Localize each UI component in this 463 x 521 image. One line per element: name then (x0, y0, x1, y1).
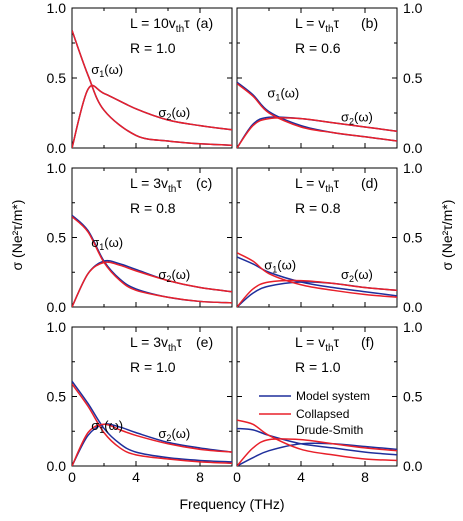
y-tick-label: 0.5 (47, 230, 67, 246)
y-tick-label: 1.0 (47, 319, 67, 335)
y-axis-label-right: σ (Ne²τ/m*) (439, 200, 455, 271)
drude-smith-sigma1-line (237, 419, 397, 462)
panel-label: (e) (196, 334, 213, 350)
y-tick-label: 0.0 (403, 458, 423, 474)
y-tick-label: 0.5 (47, 70, 67, 86)
y-tick-label: 0.0 (47, 299, 67, 315)
x-tick-label: 4 (297, 469, 305, 485)
panel-label: (a) (196, 15, 213, 31)
plot-area (72, 30, 232, 148)
model-sigma1-line (237, 256, 397, 297)
panel-d: 0.0 0.5 1.0 L = vthτ R = 0.8 (d) σ1(ω) σ2(ω) (236, 160, 423, 315)
plot-area (72, 380, 232, 466)
model-sigma2-line (237, 442, 397, 466)
drude-smith-sigma2-line (72, 84, 232, 148)
drude-smith-sigma1-line (72, 383, 232, 464)
y-axis-label-left: σ (Ne²τ/m*) (9, 200, 25, 271)
sigma1-label: σ1(ω) (264, 257, 296, 274)
reflectivity-annotation: R = 0.6 (295, 40, 341, 56)
model-sigma2-line (72, 423, 232, 466)
reflectivity-annotation: R = 0.8 (295, 200, 341, 216)
y-tick-label: 0.0 (403, 140, 423, 156)
panel-e: 0.0 0.5 1.0 0 4 8 L = 3vthτ R = 1.0 (e) σ1(ω) σ2(ω… (47, 319, 233, 485)
model-sigma2-line (237, 116, 397, 148)
y-tick-label: 1.0 (403, 0, 423, 16)
panel-label: (b) (361, 15, 378, 31)
plot-area (237, 419, 397, 466)
length-annotation: L = 3vthτ (130, 175, 182, 195)
plot-area (237, 252, 397, 307)
x-tick-label: 0 (68, 469, 76, 485)
x-tick-label: 4 (132, 469, 140, 485)
y-tick-label: 1.0 (403, 160, 423, 176)
plot-area (237, 81, 397, 148)
reflectivity-annotation: R = 1.0 (295, 359, 341, 375)
length-annotation: L = vthτ (295, 175, 340, 195)
drude-smith-sigma2-line (237, 279, 397, 307)
model-sigma2-line (72, 259, 232, 307)
length-annotation: L = 3vthτ (130, 334, 182, 354)
length-annotation: L = vthτ (295, 15, 340, 35)
panel-a: 0.0 0.5 1.0 L = 10vthτ R = 1.0 (a) σ1(ω) σ2(ω) (47, 0, 233, 156)
x-tick-label: 0 (233, 469, 241, 485)
drude-smith-sigma2-line (237, 438, 397, 466)
y-tick-label: 0.5 (47, 389, 67, 405)
legend-label-collapsed: Collapsed (296, 407, 349, 421)
y-tick-label: 0.5 (403, 389, 423, 405)
y-tick-label: 0.5 (403, 70, 423, 86)
model-sigma1-line (72, 214, 232, 304)
x-axis-label: Frequency (THz) (179, 496, 284, 512)
sigma1-label: σ1(ω) (267, 86, 299, 103)
y-tick-label: 1.0 (403, 319, 423, 335)
drude-smith-sigma1-line (72, 30, 232, 146)
length-annotation: L = 10vthτ (130, 15, 190, 35)
reflectivity-annotation: R = 0.8 (130, 200, 176, 216)
panel-label: (f) (361, 334, 374, 350)
legend-label-model: Model system (296, 389, 370, 403)
panel-c: 0.0 0.5 1.0 L = 3vthτ R = 0.8 (c) σ1(ω) σ2(ω) (47, 160, 233, 315)
plot-area (72, 214, 232, 307)
sigma2-label: σ2(ω) (341, 267, 373, 284)
model-sigma1-line (72, 380, 232, 463)
y-tick-label: 1.0 (47, 160, 67, 176)
sigma1-label: σ1(ω) (91, 235, 123, 252)
drude-smith-sigma1-line (237, 83, 397, 142)
y-tick-label: 0.0 (403, 299, 423, 315)
sigma1-label: σ1(ω) (91, 62, 123, 79)
y-tick-label: 0.0 (47, 140, 67, 156)
sigma2-label: σ2(ω) (158, 105, 190, 122)
sigma2-label: σ2(ω) (341, 109, 373, 126)
sigma2-label: σ2(ω) (158, 426, 190, 443)
drude-smith-sigma1-line (72, 216, 232, 304)
x-tick-label: 8 (196, 469, 204, 485)
y-tick-label: 0.5 (403, 230, 423, 246)
y-tick-label: 0.0 (47, 458, 67, 474)
legend: Model system Collapsed Drude-Smith (259, 389, 370, 437)
panel-f: 0.0 0.5 1.0 0 4 8 L = vthτ R = 1.0 (f) (233, 319, 423, 485)
reflectivity-annotation: R = 1.0 (130, 359, 176, 375)
panel-b: 0.0 0.5 1.0 L = vthτ R = 0.6 (b) σ1(ω) σ2(ω) (236, 0, 423, 156)
drude-smith-sigma2-line (237, 117, 397, 148)
drude-smith-sigma1-line (237, 252, 397, 299)
length-annotation: L = vthτ (295, 334, 340, 354)
drude-smith-sigma2-line (72, 261, 232, 307)
model-sigma1-line (237, 81, 397, 142)
x-tick-label: 8 (361, 469, 369, 485)
drude-smith-sigma2-line (72, 423, 232, 466)
sigma2-label: σ2(ω) (158, 267, 190, 284)
y-tick-label: 1.0 (47, 0, 67, 16)
panel-label: (c) (196, 175, 212, 191)
panel-label: (d) (361, 175, 378, 191)
legend-label-drude-smith: Drude-Smith (296, 423, 363, 437)
reflectivity-annotation: R = 1.0 (130, 40, 176, 56)
sigma1-label: σ1(ω) (91, 418, 123, 435)
